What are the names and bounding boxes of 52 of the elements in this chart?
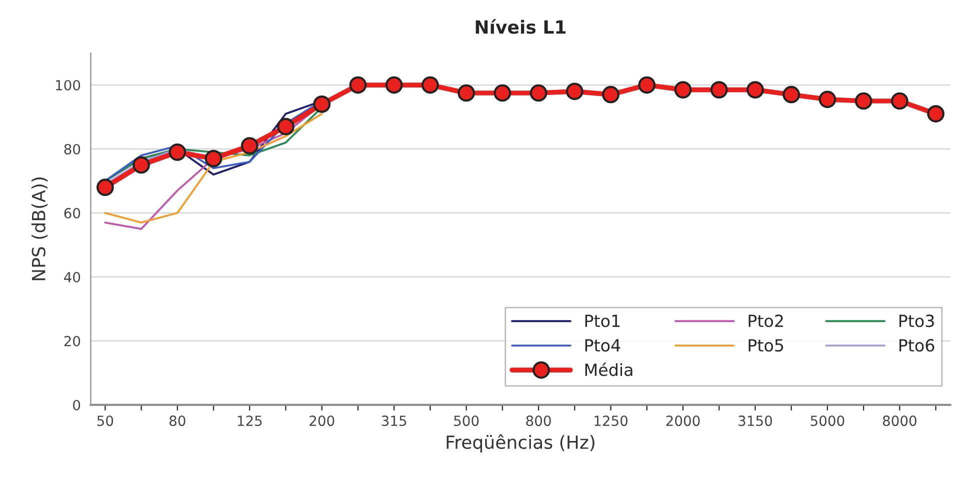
x-tick-label: 80 [170,416,186,426]
x-tick-label: 3150 [738,416,772,426]
point [132,156,150,174]
y-tick-label: 20 [64,336,80,346]
legend-label: Pto5 [748,339,784,352]
point [313,96,331,113]
point [854,92,872,110]
x-tick-label: 315 [382,416,406,426]
legend-label: Pto6 [899,339,934,352]
y-tick-label: 40 [64,272,80,282]
point [710,81,728,98]
x-tick-label: 5000 [810,416,844,426]
y-axis-title: NPS (dB(A)) [31,178,48,280]
legend-label: Pto4 [585,339,620,352]
point [458,84,475,102]
y-tick-label: 60 [64,208,80,218]
point [782,86,800,104]
legend-label: Pto2 [748,314,783,328]
point [385,76,403,94]
point [746,81,764,98]
y-tick-label: 80 [64,144,80,154]
y-tick-label: 100 [56,80,80,90]
x-tick-label: 200 [310,416,334,426]
point [530,84,548,102]
point [566,82,584,100]
point [602,86,620,104]
point [422,76,439,94]
point [96,178,114,196]
point [818,90,836,108]
x-axis-title: Freqüências (Hz) [446,434,594,452]
point [204,150,222,168]
point [277,118,294,136]
legend-label: Pto1 [585,314,620,328]
x-tick-label: 50 [97,416,114,426]
point [168,143,186,161]
x-tick-label: 2000 [666,416,700,426]
point [674,81,692,98]
point [240,137,258,154]
legend-label: Pto3 [899,314,934,328]
point [494,84,512,102]
point [890,92,908,110]
x-tick-label: 125 [238,416,262,426]
x-tick-label: 500 [454,416,479,426]
x-tick-label: 1250 [594,416,628,426]
chart-title: Níveis L1 [476,19,566,34]
x-tick-label: 800 [526,416,551,426]
point [927,105,944,122]
x-tick-label: 8000 [882,416,916,426]
point [349,76,367,94]
y-tick-label: 0 [73,400,80,410]
point [638,76,656,94]
legend-label: Média [585,362,632,376]
